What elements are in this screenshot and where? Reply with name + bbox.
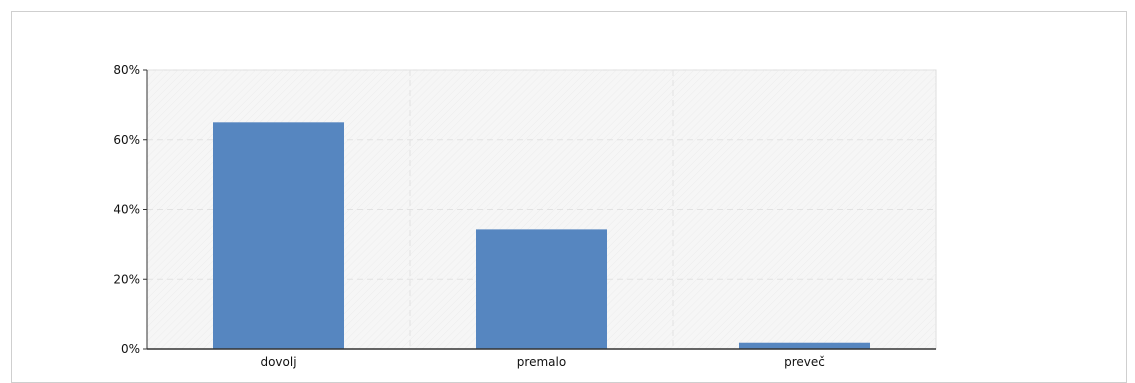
tick-labels: 0% 20% 40% 60% 80% dovolj premalo preveč: [113, 63, 825, 369]
y-tick-label: 20%: [113, 272, 140, 286]
bar: [213, 122, 344, 349]
x-tick-label: premalo: [517, 355, 566, 369]
y-tick-label: 80%: [113, 63, 140, 77]
x-tick-label: preveč: [784, 355, 825, 369]
bars: [213, 122, 870, 349]
axes: [143, 69, 936, 350]
x-tick-label: dovolj: [260, 355, 296, 369]
y-tick-label: 0%: [121, 342, 140, 356]
bar: [476, 229, 607, 349]
y-tick-label: 40%: [113, 203, 140, 217]
bar: [739, 342, 870, 349]
y-tick-label: 60%: [113, 133, 140, 147]
